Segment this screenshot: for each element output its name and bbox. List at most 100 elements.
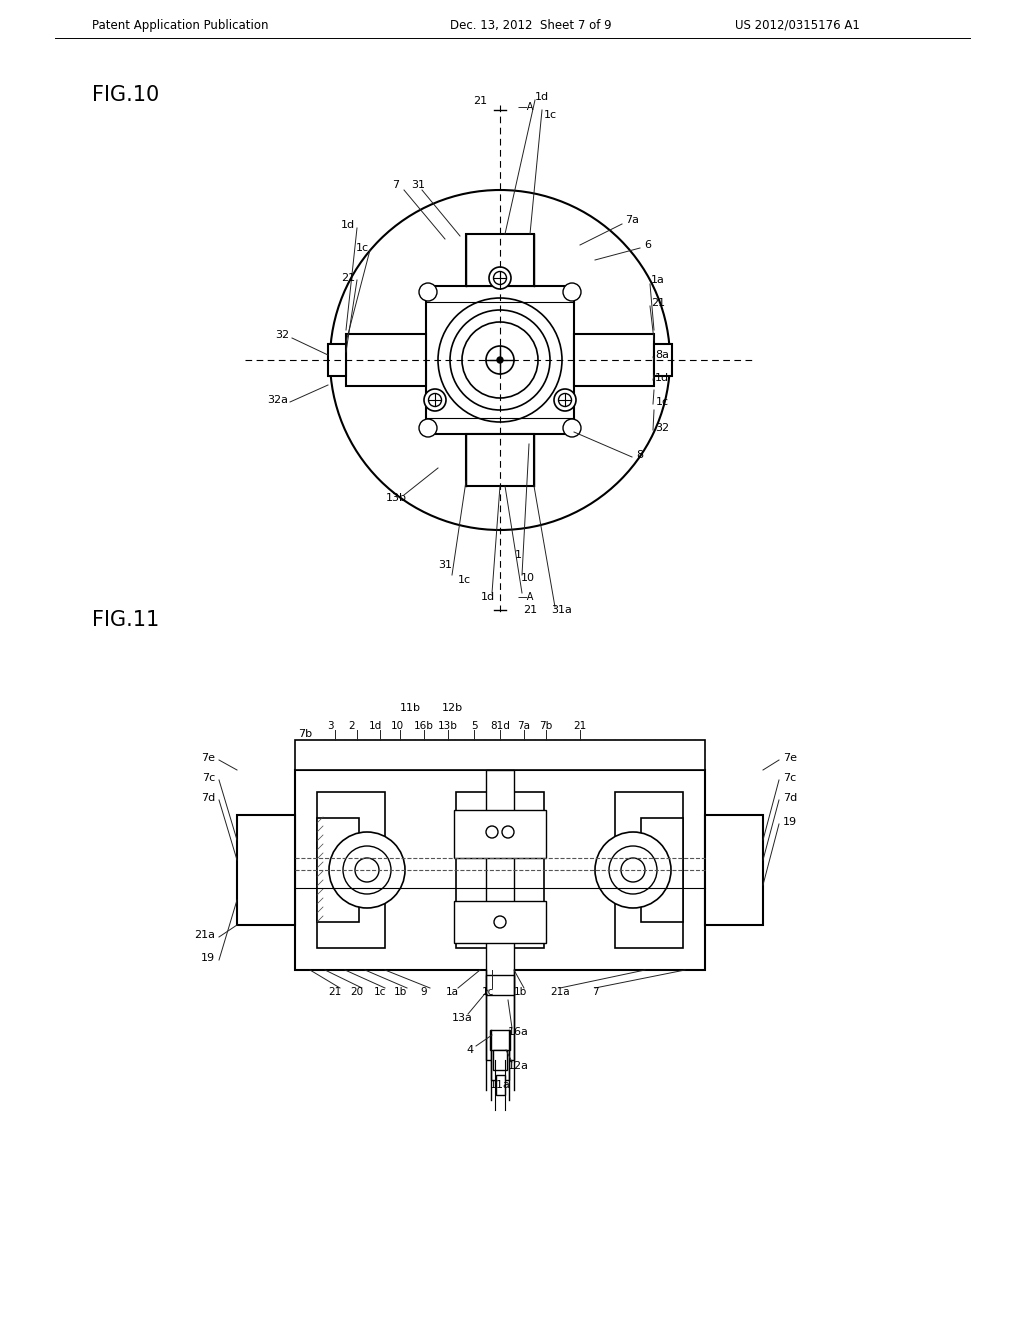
Text: —A: —A — [518, 591, 535, 602]
Bar — [641, 818, 683, 921]
Text: 1d: 1d — [535, 92, 549, 102]
Text: 7d: 7d — [783, 793, 798, 803]
Circle shape — [428, 393, 441, 407]
Bar — [496, 1074, 505, 1096]
Circle shape — [355, 858, 379, 882]
Circle shape — [486, 346, 514, 374]
Text: 21a: 21a — [550, 987, 569, 997]
Bar — [466, 434, 534, 486]
Text: 1a: 1a — [651, 275, 665, 285]
Bar — [346, 334, 426, 385]
Text: 7d: 7d — [201, 793, 215, 803]
Circle shape — [486, 826, 498, 838]
Bar — [456, 792, 544, 948]
Text: 12b: 12b — [441, 704, 463, 713]
Text: 1d: 1d — [369, 721, 382, 731]
Text: 1d: 1d — [341, 220, 355, 230]
Text: 1c: 1c — [482, 987, 495, 997]
Text: 32a: 32a — [267, 395, 289, 405]
Text: 3: 3 — [327, 721, 334, 731]
Circle shape — [609, 846, 657, 894]
Text: Dec. 13, 2012  Sheet 7 of 9: Dec. 13, 2012 Sheet 7 of 9 — [450, 18, 611, 32]
Circle shape — [424, 389, 446, 411]
Circle shape — [489, 267, 511, 289]
Bar — [426, 286, 574, 434]
Text: 1b: 1b — [513, 987, 526, 997]
Circle shape — [419, 418, 437, 437]
Bar — [486, 770, 514, 1060]
Circle shape — [563, 418, 581, 437]
Bar — [317, 818, 359, 921]
Circle shape — [343, 846, 391, 894]
Text: 1c: 1c — [544, 110, 557, 120]
Circle shape — [419, 282, 437, 301]
Text: 12a: 12a — [508, 1061, 528, 1071]
Text: 19: 19 — [783, 817, 797, 828]
Text: 21a: 21a — [194, 931, 215, 940]
Text: Patent Application Publication: Patent Application Publication — [92, 18, 268, 32]
Text: 13b: 13b — [385, 492, 407, 503]
Text: 31a: 31a — [552, 605, 572, 615]
Text: 8a: 8a — [655, 350, 669, 360]
Text: 21: 21 — [523, 605, 537, 615]
Text: 9: 9 — [421, 987, 427, 997]
Text: 2: 2 — [349, 721, 355, 731]
Circle shape — [329, 832, 406, 908]
Text: 16a: 16a — [508, 1027, 528, 1038]
Text: 21: 21 — [329, 987, 342, 997]
Text: 16b: 16b — [414, 721, 434, 731]
Bar — [454, 902, 546, 942]
Text: —A: —A — [518, 102, 535, 112]
Text: 1d: 1d — [481, 591, 495, 602]
Circle shape — [497, 356, 503, 363]
Text: 21: 21 — [651, 298, 665, 308]
Text: 11a: 11a — [489, 1080, 510, 1090]
Text: 1d: 1d — [655, 374, 669, 383]
Text: 7a: 7a — [625, 215, 639, 224]
Text: 19: 19 — [201, 953, 215, 964]
Circle shape — [595, 832, 671, 908]
Text: 8: 8 — [637, 450, 643, 459]
Text: 11b: 11b — [399, 704, 421, 713]
Text: 32: 32 — [274, 330, 289, 341]
Text: FIG.11: FIG.11 — [92, 610, 160, 630]
Text: 10: 10 — [521, 573, 535, 583]
Text: 21: 21 — [573, 721, 587, 731]
Text: 4: 4 — [467, 1045, 473, 1055]
Text: US 2012/0315176 A1: US 2012/0315176 A1 — [735, 18, 860, 32]
Text: 1a: 1a — [445, 987, 459, 997]
Bar — [295, 741, 705, 770]
Circle shape — [330, 190, 670, 531]
Bar — [237, 814, 295, 925]
Text: 7c: 7c — [202, 774, 215, 783]
Text: 6: 6 — [644, 240, 651, 249]
Text: 7c: 7c — [783, 774, 797, 783]
Text: 1b: 1b — [393, 987, 407, 997]
Bar — [493, 1049, 507, 1071]
Text: 32: 32 — [655, 422, 669, 433]
Circle shape — [554, 389, 575, 411]
Bar — [317, 792, 385, 948]
Text: 1c: 1c — [374, 987, 386, 997]
Text: 1c: 1c — [655, 397, 669, 407]
Bar — [615, 792, 683, 948]
Bar — [454, 810, 546, 858]
Text: 5: 5 — [471, 721, 477, 731]
Circle shape — [438, 298, 562, 422]
Circle shape — [563, 282, 581, 301]
Bar — [574, 334, 654, 385]
Text: 10: 10 — [390, 721, 403, 731]
Text: 1: 1 — [514, 550, 521, 560]
Circle shape — [494, 272, 507, 285]
Circle shape — [450, 310, 550, 411]
Text: 7e: 7e — [201, 752, 215, 763]
Text: 13a: 13a — [452, 1012, 472, 1023]
Text: 7b: 7b — [298, 729, 312, 739]
Circle shape — [462, 322, 538, 399]
Text: 7b: 7b — [540, 721, 553, 731]
Text: 81d: 81d — [490, 721, 510, 731]
Bar — [654, 345, 672, 376]
Text: 31: 31 — [438, 560, 452, 570]
Bar — [466, 234, 534, 286]
Circle shape — [502, 826, 514, 838]
